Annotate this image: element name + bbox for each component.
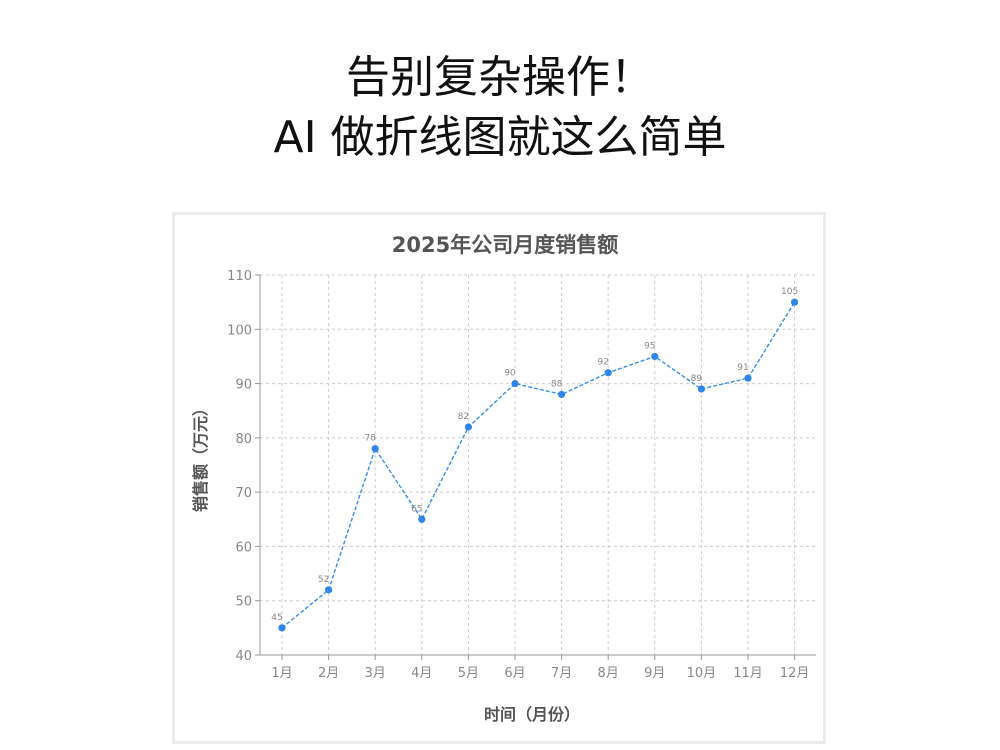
data-label: 88 [551, 379, 563, 389]
data-label: 91 [737, 363, 748, 373]
x-tick-label: 12月 [780, 666, 810, 681]
y-tick-label: 110 [227, 269, 252, 284]
data-label: 82 [458, 412, 469, 422]
x-tick-label: 1月 [271, 666, 292, 681]
line-chart: 2025年公司月度销售额 40 50 60 70 80 90 100 110 1月 2月 3月 4月 5… [191, 233, 816, 724]
data-point [325, 586, 333, 594]
x-tick-label: 10月 [687, 666, 717, 681]
data-point [278, 624, 286, 632]
x-tick-label: 5月 [458, 666, 479, 681]
data-point [651, 352, 659, 361]
x-tick-label: 7月 [551, 666, 572, 681]
data-label: 45 [271, 613, 282, 623]
y-tick-label: 100 [227, 323, 252, 338]
y-tick-label: 60 [235, 540, 252, 555]
y-tick-label: 80 [235, 432, 252, 447]
data-label: 105 [781, 287, 798, 297]
data-point [604, 369, 612, 377]
data-label: 89 [691, 374, 703, 384]
y-tick-label: 50 [235, 595, 252, 610]
x-tick-label: 3月 [365, 666, 386, 681]
data-label: 78 [364, 434, 376, 444]
x-tick-label: 8月 [598, 666, 619, 681]
x-tick-label: 4月 [411, 666, 432, 681]
data-point [511, 379, 519, 388]
data-point [744, 374, 752, 382]
headline-line-2: AI 做折线图就这么简单 [273, 112, 727, 163]
chart-title: 2025年公司月度销售额 [392, 233, 618, 257]
data-label: 65 [411, 504, 422, 514]
chart-card: 2025年公司月度销售额 40 50 60 70 80 90 100 110 1月 2月 3月 4月 5… [172, 212, 826, 744]
y-tick-label: 40 [235, 649, 252, 664]
x-tick-label: 11月 [733, 666, 763, 681]
data-label: 95 [644, 341, 655, 351]
data-point [697, 385, 706, 393]
x-tick-label: 2月 [318, 666, 339, 681]
series-line [281, 301, 796, 629]
x-tick-label: 9月 [644, 666, 665, 681]
data-label: 52 [318, 575, 329, 585]
data-point [464, 423, 472, 431]
y-tick-label: 70 [235, 486, 252, 501]
x-tick-label: 6月 [504, 666, 525, 681]
data-label: 90 [504, 369, 516, 379]
y-tick-label: 90 [235, 378, 252, 393]
y-axis-label: 销售额（万元） [191, 400, 210, 512]
data-point [371, 445, 379, 453]
x-axis-label: 时间（月份） [484, 705, 580, 724]
headline-line-1: 告别复杂操作！ [346, 52, 654, 103]
data-label: 92 [597, 358, 608, 368]
data-point [418, 515, 426, 523]
data-point [791, 298, 799, 306]
data-point [558, 390, 566, 399]
